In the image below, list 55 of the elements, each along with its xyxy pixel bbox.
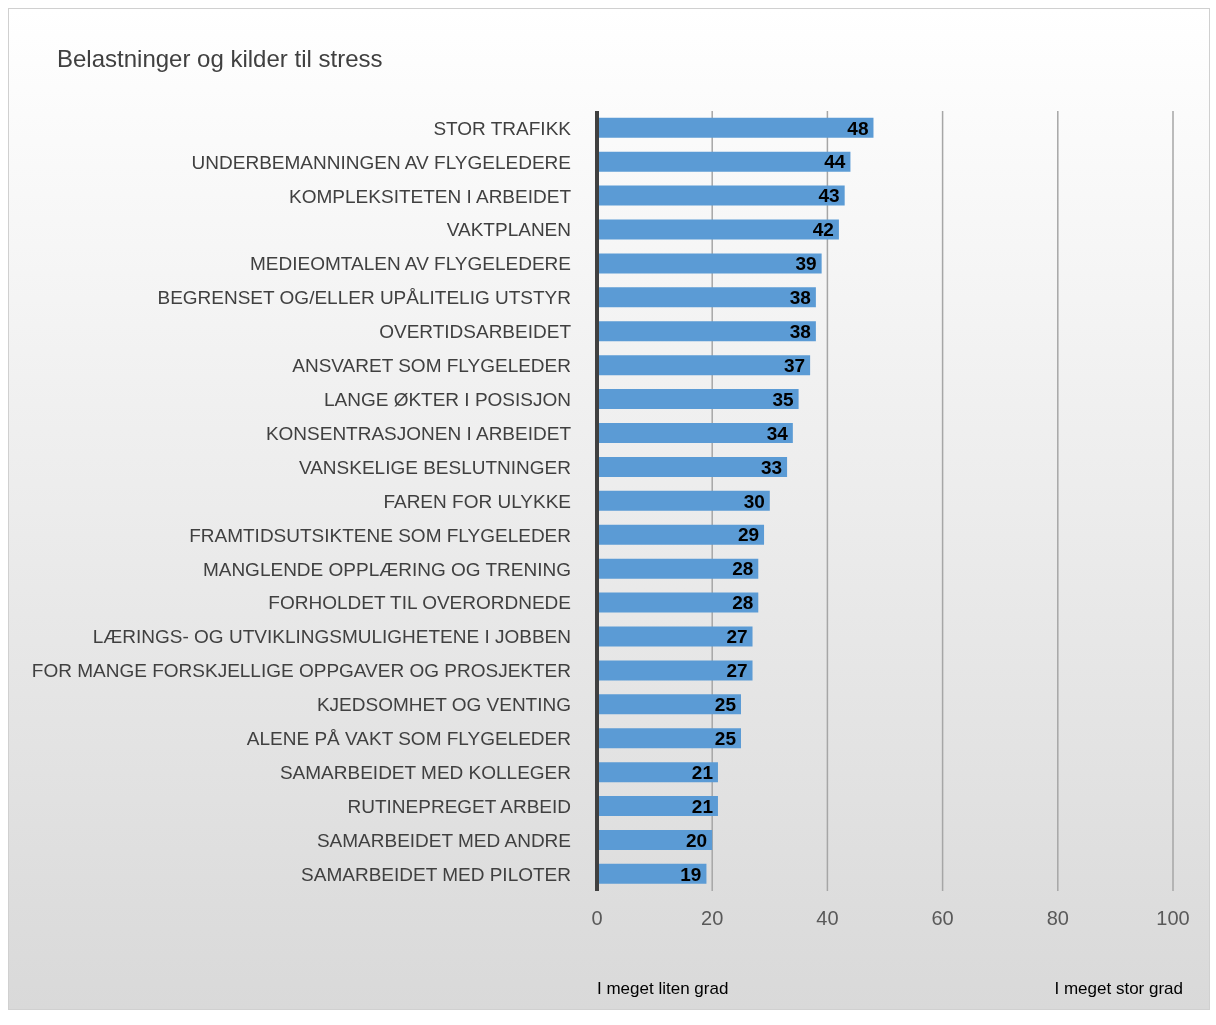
y-tick-label: STOR TRAFIKK <box>433 117 572 139</box>
y-tick-label: ALENE PÅ VAKT SOM FLYGELEDER <box>246 728 571 750</box>
y-tick-label: FRAMTIDSUTSIKTENE SOM FLYGELEDER <box>189 524 571 546</box>
y-tick-label: FORHOLDET TIL OVERORDNEDE <box>268 592 571 614</box>
data-label: 25 <box>714 694 737 716</box>
data-label: 34 <box>766 422 789 444</box>
data-label: 30 <box>743 490 765 512</box>
data-label: 21 <box>691 761 714 783</box>
data-label: 27 <box>726 660 748 682</box>
data-label: 29 <box>737 524 760 546</box>
x-tick-label: 60 <box>931 907 954 930</box>
data-label: 48 <box>847 117 869 139</box>
y-tick-label: ANSVARET SOM FLYGELEDER <box>292 355 571 377</box>
data-label: 38 <box>789 287 811 309</box>
x-tick-label: 80 <box>1046 907 1069 930</box>
data-label: 28 <box>732 592 754 614</box>
y-tick-label: VANSKELIGE BESLUTNINGER <box>298 456 571 478</box>
y-tick-label: UNDERBEMANNINGEN AV FLYGELEDERE <box>191 151 571 173</box>
y-tick-label: FOR MANGE FORSKJELLIGE OPPGAVER OG PROSJEKTER <box>31 660 571 682</box>
data-label: 33 <box>760 456 783 478</box>
y-tick-label: LANGE ØKTER I POSISJON <box>323 389 571 411</box>
data-label: 21 <box>691 795 714 817</box>
y-tick-label: SAMARBEIDET MED PILOTER <box>301 863 571 885</box>
data-label: 20 <box>686 829 708 851</box>
data-label: 38 <box>789 321 811 343</box>
data-label: 39 <box>795 253 817 275</box>
y-tick-label: KONSENTRASJONEN I ARBEIDET <box>265 422 572 444</box>
text: I meget stor grad <box>1054 979 1183 999</box>
y-tick-label: BEGRENSET OG/ELLER UPÅLITELIG UTSTYR <box>157 287 571 309</box>
data-label: 28 <box>732 558 754 580</box>
data-label: 35 <box>772 388 795 410</box>
x-tick-label: 20 <box>701 907 724 930</box>
data-label: 19 <box>680 863 702 885</box>
x-tick-label: 40 <box>816 907 839 930</box>
data-label: 44 <box>824 151 846 173</box>
data-label: 25 <box>714 727 737 749</box>
y-tick-label: KOMPLEKSITETEN I ARBEIDET <box>289 185 572 207</box>
y-tick-label: SAMARBEIDET MED KOLLEGER <box>279 762 571 784</box>
text: I meget liten grad <box>597 979 729 999</box>
y-tick-label: RUTINEPREGET ARBEID <box>347 795 571 817</box>
data-label: 27 <box>726 626 748 648</box>
y-tick-label: LÆRINGS- OG UTVIKLINGSMULIGHETENE I JOBBEN <box>92 626 571 648</box>
x-tick-label: 100 <box>1156 907 1190 930</box>
data-label: 37 <box>783 354 806 376</box>
y-tick-label: VAKTPLANEN <box>446 219 571 241</box>
data-label: 43 <box>818 185 840 207</box>
y-tick-label: FAREN FOR ULYKKE <box>383 490 571 512</box>
x-tick-label: 0 <box>591 907 603 930</box>
y-tick-label: SAMARBEIDET MED ANDRE <box>316 829 571 851</box>
text: Belastninger og kilder til stress <box>57 45 383 73</box>
y-tick-label: MANGLENDE OPPLÆRING OG TRENING <box>202 558 571 580</box>
y-tick-label: OVERTIDSARBEIDET <box>379 321 572 343</box>
y-tick-label: KJEDSOMHET OG VENTING <box>316 694 571 716</box>
y-tick-label: MEDIEOMTALEN AV FLYGELEDERE <box>250 253 571 275</box>
data-label: 42 <box>812 219 834 241</box>
